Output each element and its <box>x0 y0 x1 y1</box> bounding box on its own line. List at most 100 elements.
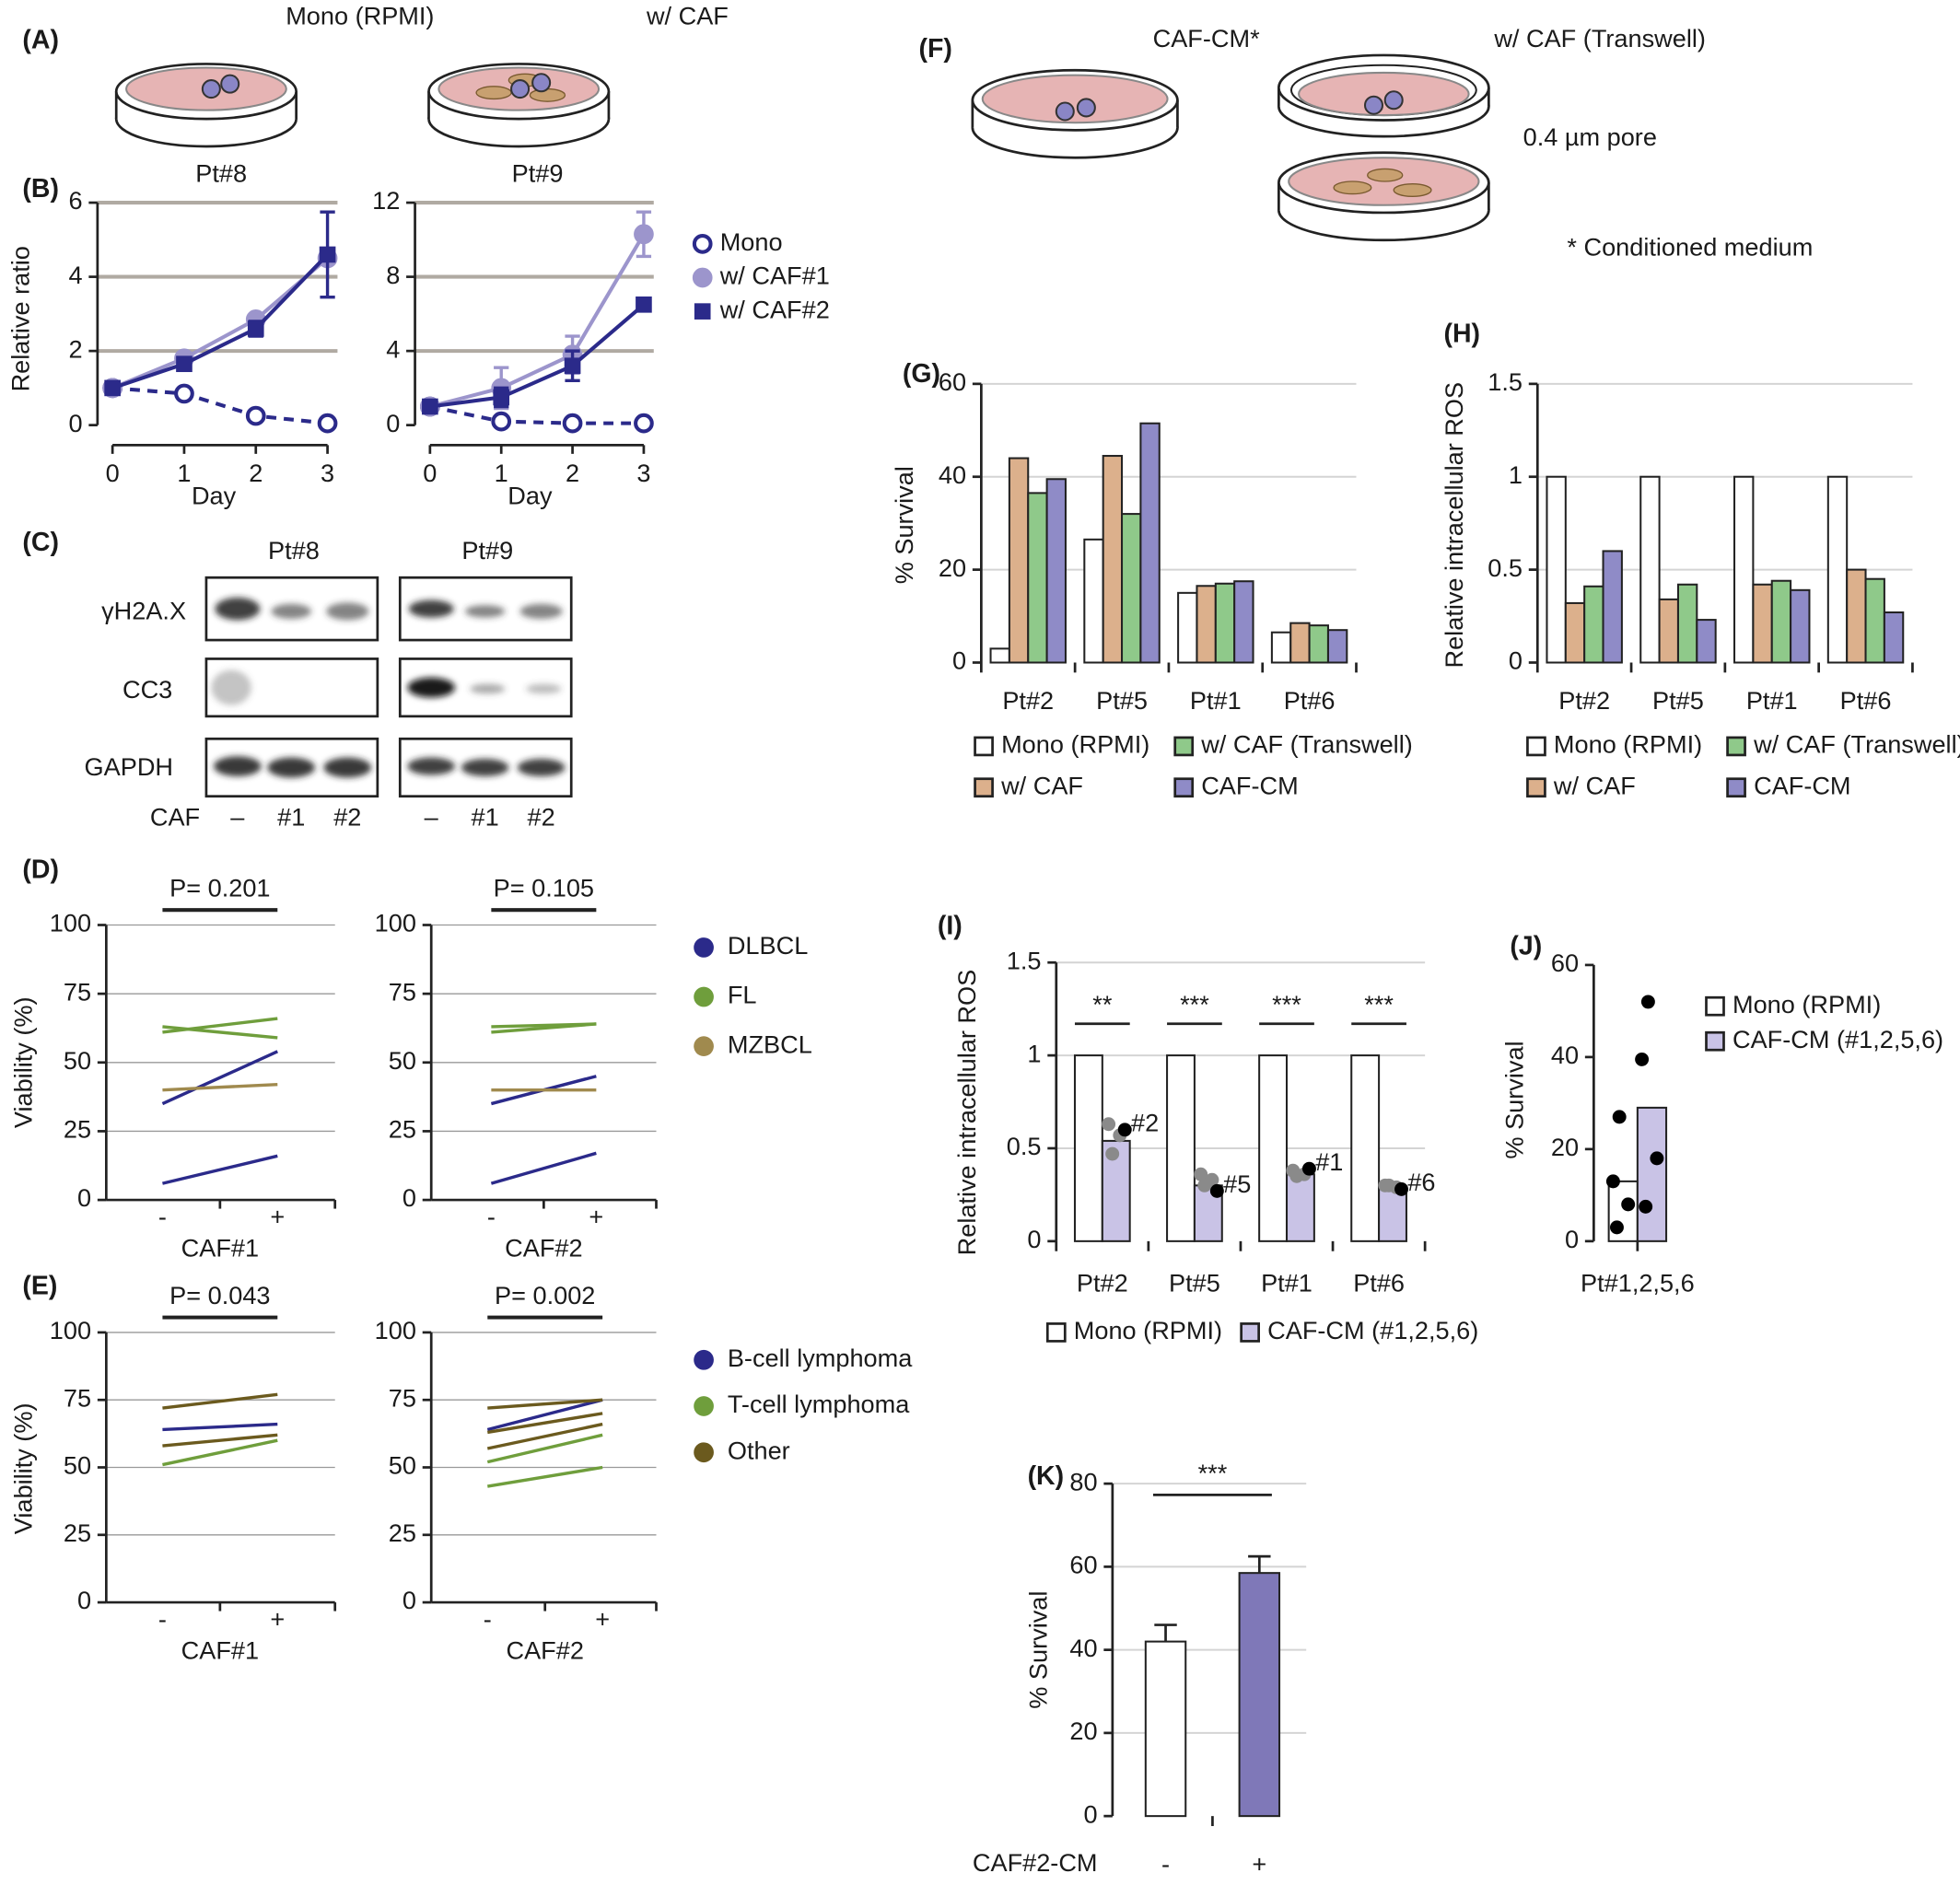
bar <box>1008 457 1030 664</box>
legend-swatch <box>1726 736 1746 757</box>
legend-label: w/ CAF <box>1000 771 1083 799</box>
x-tick-label: + <box>595 1605 610 1634</box>
bar <box>1350 1054 1381 1242</box>
blot-patient: Pt#9 <box>461 536 513 564</box>
y-tick-label: 100 <box>375 909 416 937</box>
bar <box>1770 579 1792 664</box>
series-line <box>162 1082 278 1092</box>
blot-marker: GAPDH <box>85 752 173 781</box>
series-line <box>491 1022 597 1034</box>
y-tick-label: 50 <box>389 1046 416 1075</box>
y-tick-label: 12 <box>372 186 400 215</box>
data-point <box>1117 1123 1132 1137</box>
legend-label: w/ CAF (Transwell) <box>1200 730 1413 759</box>
bar <box>1676 583 1698 664</box>
series-line <box>162 1154 278 1185</box>
y-axis-label: % Survival <box>1499 1041 1528 1158</box>
bar <box>1139 422 1161 664</box>
y-tick-label: 100 <box>50 909 91 937</box>
legend-swatch <box>974 777 994 798</box>
x-tick-label: 1 <box>177 459 191 487</box>
bar <box>1196 585 1217 664</box>
y-tick-label: 50 <box>64 1046 91 1075</box>
blot-lane: – <box>425 802 439 831</box>
y-tick-label: 1 <box>1027 1039 1041 1067</box>
blot-lane: #2 <box>333 802 361 831</box>
x-tick-label: Pt#1 <box>1261 1269 1312 1297</box>
marker <box>245 405 266 426</box>
y-tick-label: 0 <box>68 409 82 437</box>
data-point <box>1197 1178 1212 1193</box>
series-line <box>162 1025 278 1040</box>
data-point <box>1640 995 1655 1009</box>
x-tick-label: - <box>158 1203 167 1231</box>
bar <box>1214 582 1236 664</box>
data-point <box>1382 1178 1396 1193</box>
marker <box>564 357 581 375</box>
bar <box>1027 492 1048 664</box>
blot-lane: – <box>230 802 245 831</box>
series-line <box>486 1433 603 1464</box>
series-line <box>111 256 329 390</box>
legend-label: w/ CAF <box>1553 771 1636 799</box>
bar <box>1308 624 1329 664</box>
x-axis-label: CAF#1 <box>181 1636 259 1665</box>
significance: *** <box>1272 990 1301 1018</box>
y-tick-label: 0 <box>952 646 966 675</box>
bar <box>1752 583 1773 664</box>
y-tick-label: 100 <box>50 1316 91 1344</box>
y-tick-label: 0 <box>386 409 400 437</box>
series-line <box>490 1151 597 1185</box>
panel-label: (A) <box>22 26 59 55</box>
y-tick-label: 100 <box>375 1316 416 1344</box>
x-tick-label: + <box>589 1203 603 1231</box>
marker <box>422 398 438 415</box>
bar <box>1883 611 1905 664</box>
blot-lane: #2 <box>528 802 555 831</box>
bar <box>1546 475 1567 664</box>
y-tick-label: 0.5 <box>1488 553 1522 582</box>
bar <box>1289 622 1311 664</box>
y-tick-label: 40 <box>939 460 966 489</box>
y-tick-label: 0 <box>1565 1225 1579 1253</box>
series-line <box>162 1438 278 1467</box>
x-axis-label: Day <box>508 482 553 510</box>
legend-label: CAF-CM <box>1754 771 1850 799</box>
y-tick-label: 60 <box>1551 948 1579 977</box>
y-axis-label: % Survival <box>890 466 918 584</box>
marker <box>636 296 652 313</box>
legend-label: w/ CAF (Transwell) <box>1753 730 1960 759</box>
data-point <box>1610 1220 1624 1235</box>
bar <box>1083 538 1104 664</box>
bar <box>989 647 1010 664</box>
marker <box>176 355 192 373</box>
panel-label: (G) <box>903 359 940 389</box>
panel-label: (J) <box>1510 931 1542 960</box>
significance: *** <box>1364 990 1394 1018</box>
x-tick-label: Pt#2 <box>1558 686 1610 715</box>
marker <box>247 320 264 337</box>
series-line <box>486 1422 603 1450</box>
x-tick-label: Pt#5 <box>1096 686 1148 715</box>
significance: *** <box>1180 990 1209 1018</box>
data-point <box>1639 1199 1653 1214</box>
bar <box>1121 513 1142 664</box>
y-tick-label: 1.5 <box>1007 946 1042 974</box>
bar <box>1864 577 1885 664</box>
series-line <box>162 1392 278 1410</box>
x-axis-label: CAF#2 <box>507 1636 584 1665</box>
chart-title: Pt#9 <box>512 158 564 187</box>
x-tick-label: Pt#6 <box>1284 686 1336 715</box>
y-tick-label: 6 <box>68 186 82 215</box>
x-tick-label: 2 <box>249 459 262 487</box>
blot-lane: #1 <box>277 802 305 831</box>
legend-label: CAF-CM <box>1201 771 1298 799</box>
y-tick-label: 50 <box>389 1451 416 1480</box>
x-axis-label: CAF#2-CM <box>973 1848 1098 1877</box>
bar <box>1378 1186 1407 1242</box>
panel-label: (B) <box>22 174 59 204</box>
significance: ** <box>1092 990 1113 1018</box>
schematic-label: 0.4 µm pore <box>1523 122 1657 151</box>
y-tick-label: 0 <box>77 1586 91 1614</box>
panel-label: (F) <box>919 34 952 64</box>
